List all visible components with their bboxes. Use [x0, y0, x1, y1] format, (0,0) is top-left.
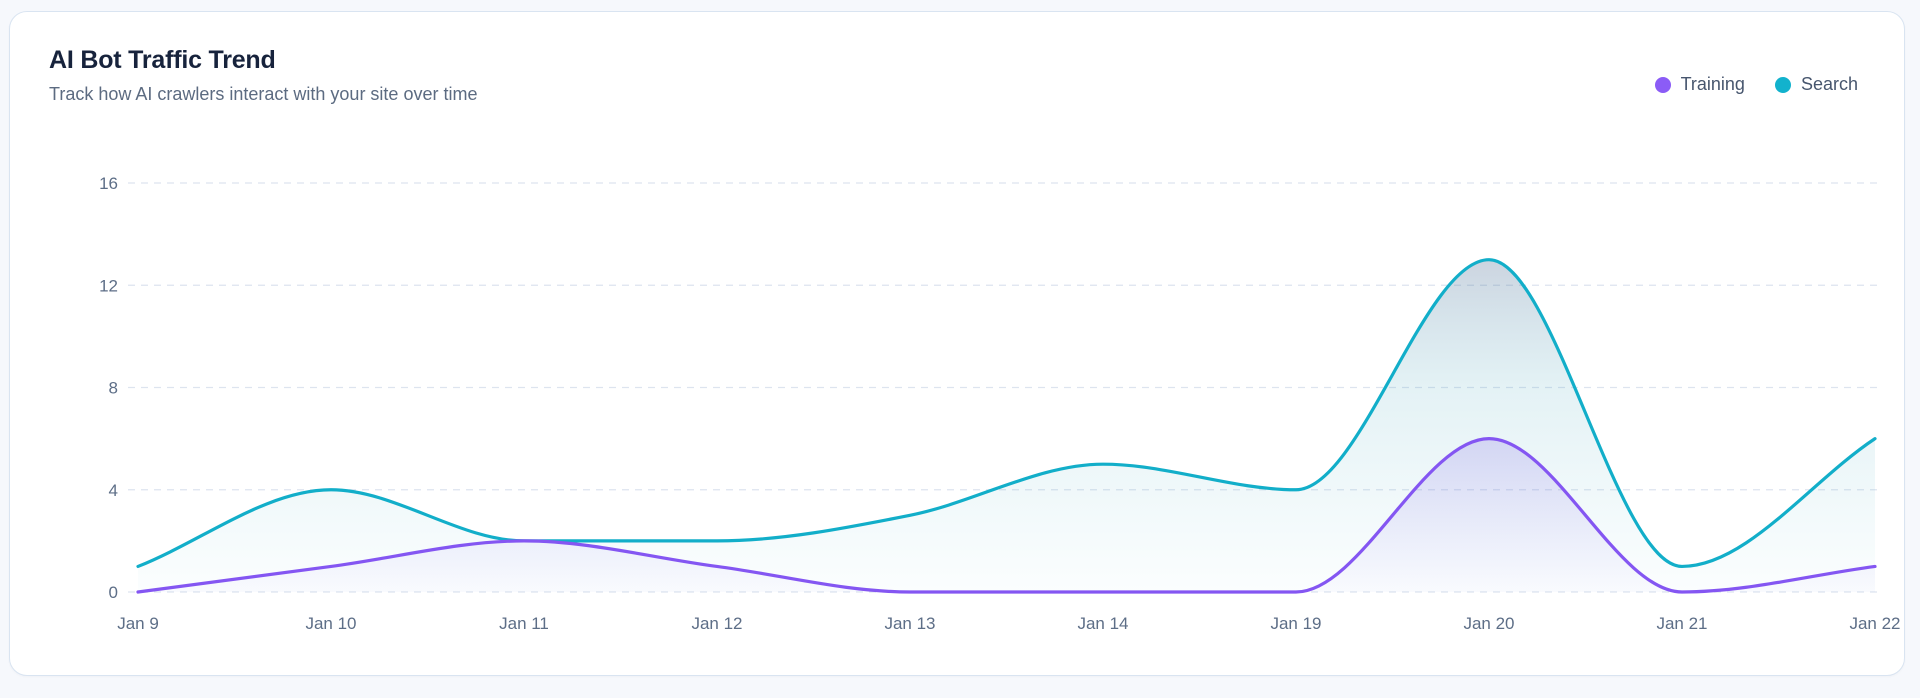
x-axis-tick-label: Jan 22 — [1849, 614, 1900, 633]
training-area — [138, 438, 1875, 592]
x-axis-tick-label: Jan 9 — [117, 614, 159, 633]
x-axis-tick-label: Jan 19 — [1270, 614, 1321, 633]
search-line — [136, 258, 1877, 569]
card-header: AI Bot Traffic Trend Track how AI crawle… — [49, 44, 1864, 124]
search-area — [138, 259, 1875, 592]
training-line — [136, 437, 1877, 594]
legend-label-training: Training — [1680, 74, 1745, 94]
y-axis-tick-label: 12 — [99, 276, 118, 295]
y-axis-tick-label: 16 — [99, 174, 118, 193]
y-axis-tick-label: 4 — [109, 481, 118, 500]
chart-legend: Training Search — [1654, 74, 1858, 95]
legend-label-search: Search — [1800, 74, 1858, 94]
x-axis-tick-label: Jan 13 — [884, 614, 935, 633]
training-dot-icon — [1654, 76, 1671, 93]
search-dot-icon — [1774, 76, 1791, 93]
legend-item-training[interactable]: Training — [1654, 74, 1745, 95]
x-axis-tick-label: Jan 11 — [499, 614, 549, 633]
x-axis-tick-label: Jan 21 — [1656, 614, 1707, 633]
page-subtitle: Track how AI crawlers interact with your… — [49, 84, 478, 104]
page-title: AI Bot Traffic Trend — [49, 46, 276, 74]
y-axis-tick-label: 0 — [109, 583, 118, 602]
legend-item-search[interactable]: Search — [1774, 74, 1858, 95]
x-axis-tick-label: Jan 14 — [1077, 614, 1128, 633]
x-axis-tick-label: Jan 20 — [1463, 614, 1514, 633]
x-axis-tick-label: Jan 10 — [305, 614, 356, 633]
y-axis-tick-label: 8 — [109, 379, 118, 398]
x-axis-tick-label: Jan 12 — [691, 614, 742, 633]
